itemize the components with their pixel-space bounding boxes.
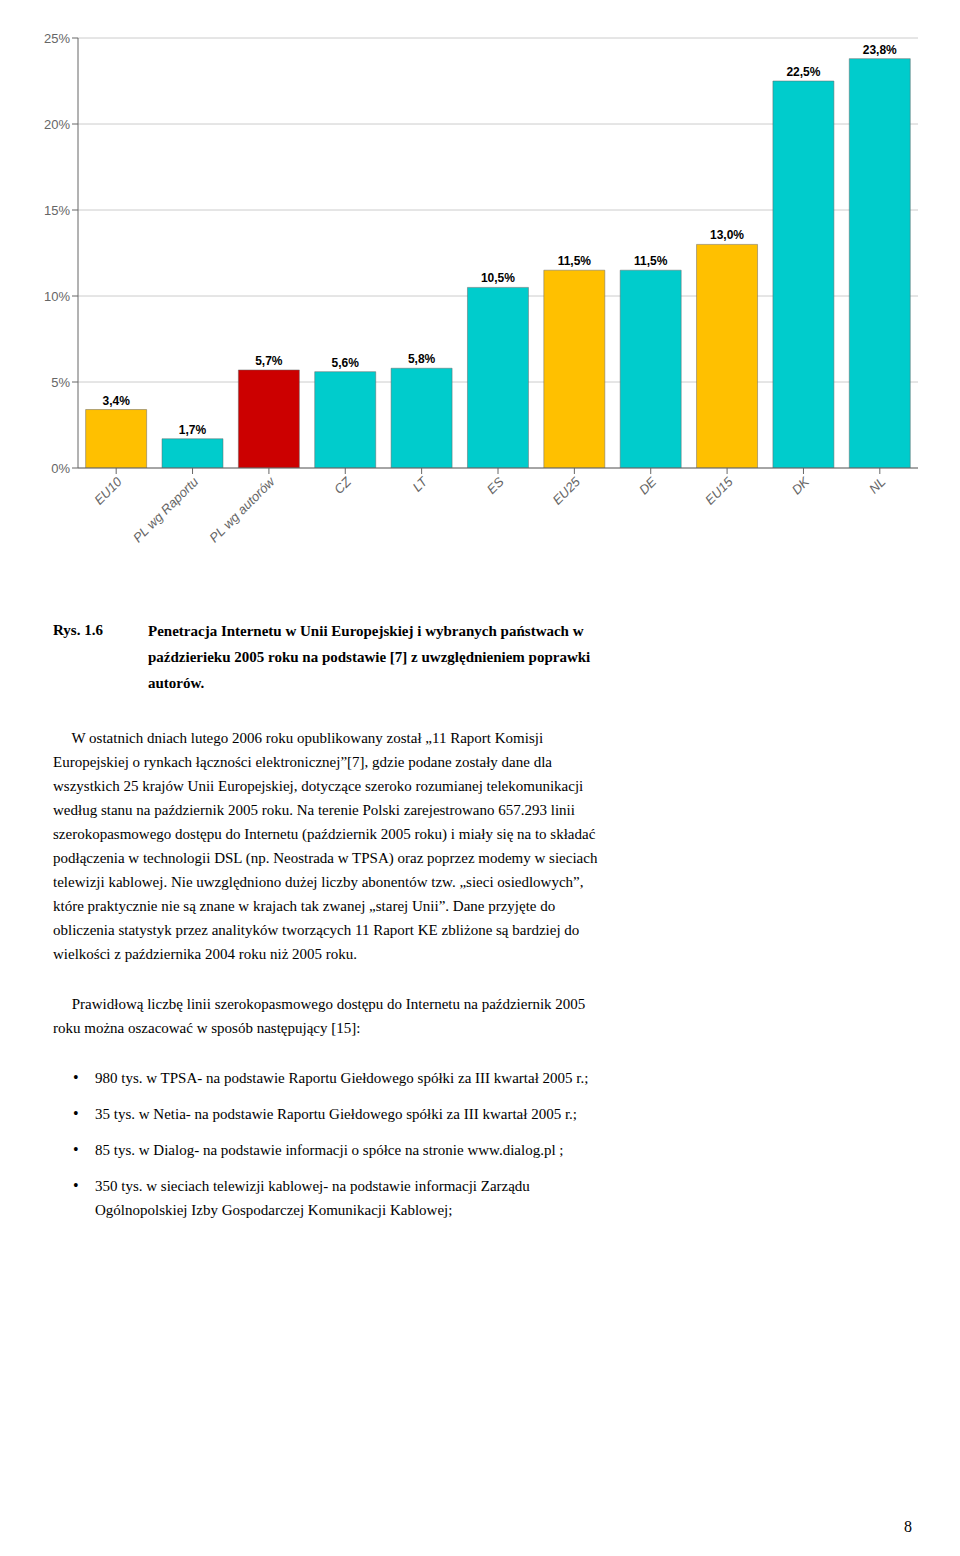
svg-text:11,5%: 11,5% [634, 254, 668, 268]
svg-text:ES: ES [484, 474, 507, 497]
html-text:85 tys. w Dialog- na podstawie: 85 tys. w Dialog- na podstawie informacj… [95, 1142, 564, 1158]
svg-text:LT: LT [410, 473, 431, 494]
html-text:paździerieku 2005 roku na pods: paździerieku 2005 roku na podstawie [7] … [148, 649, 591, 665]
svg-text:PL wg Raportu: PL wg Raportu [130, 474, 201, 545]
html-text:980 tys. w TPSA- na podstawie: 980 tys. w TPSA- na podstawie Raportu Gi… [95, 1070, 589, 1086]
html-text:350 tys. w sieciach telewizji: 350 tys. w sieciach telewizji kablowej- … [95, 1178, 530, 1194]
svg-text:20%: 20% [44, 117, 70, 132]
html-text:szerokopasmowego dostępu do In: szerokopasmowego dostępu do Internetu (p… [53, 826, 596, 842]
svg-text:11,5%: 11,5% [558, 254, 592, 268]
svg-text:3,4%: 3,4% [102, 394, 130, 408]
svg-text:5,7%: 5,7% [255, 354, 283, 368]
svg-text:5%: 5% [51, 375, 70, 390]
html-text:wszystkich 25 krajów Unii Euro: wszystkich 25 krajów Unii Europejskiej, … [53, 778, 584, 794]
svg-text:10%: 10% [44, 289, 70, 304]
html-text:8: 8 [904, 1518, 912, 1535]
svg-text:25%: 25% [44, 31, 70, 46]
svg-text:10,5%: 10,5% [481, 271, 515, 285]
svg-text:15%: 15% [44, 203, 70, 218]
svg-text:23,8%: 23,8% [863, 43, 897, 57]
html-text:Penetracja Internetu w Unii Eu: Penetracja Internetu w Unii Europejskiej… [148, 623, 584, 639]
html-text:roku można oszacować w sposób: roku można oszacować w sposób następując… [53, 1020, 361, 1036]
svg-text:1,7%: 1,7% [179, 423, 207, 437]
html-text:podłączenia w technologii DSL: podłączenia w technologii DSL (np. Neost… [53, 850, 598, 866]
svg-text:EU15: EU15 [702, 474, 736, 508]
svg-text:13,0%: 13,0% [710, 228, 744, 242]
svg-text:0%: 0% [51, 461, 70, 476]
svg-text:5,6%: 5,6% [332, 356, 360, 370]
svg-text:22,5%: 22,5% [786, 65, 820, 79]
html-text:obliczenia statystyk przez ana: obliczenia statystyk przez analityków tw… [53, 922, 580, 938]
svg-text:PL wg autorów: PL wg autorów [206, 473, 278, 545]
svg-text:DK: DK [789, 473, 813, 497]
svg-text:DE: DE [636, 474, 660, 498]
html-text:autorów.: autorów. [148, 675, 205, 691]
html-text:wielkości z października 2004: wielkości z października 2004 roku niż 2… [53, 946, 358, 962]
html-text:35 tys. w Netia- na podstawie: 35 tys. w Netia- na podstawie Raportu Gi… [95, 1106, 577, 1122]
svg-text:EU25: EU25 [549, 474, 583, 508]
html-text:Rys. 1.6: Rys. 1.6 [53, 622, 103, 638]
html-text:Prawidłową liczbę linii szerok: Prawidłową liczbę linii szerokopasmowego… [53, 996, 586, 1012]
svg-text:EU10: EU10 [91, 474, 125, 508]
html-text:W ostatnich dniach lutego 2006: W ostatnich dniach lutego 2006 roku opub… [53, 730, 544, 746]
svg-text:NL: NL [866, 474, 888, 496]
html-text:Ogólnopolskiej Izby Gospodarcz: Ogólnopolskiej Izby Gospodarczej Komunik… [95, 1202, 453, 1218]
html-text:Europejskiej o rynkach łącznoś: Europejskiej o rynkach łączności elektro… [53, 754, 552, 770]
svg-text:CZ: CZ [331, 473, 355, 497]
html-text:telewizji kablowej. Nie uwzglę: telewizji kablowej. Nie uwzględniono duż… [53, 874, 584, 890]
html-text:które praktycznie nie są znane: które praktycznie nie są znane w krajach… [53, 898, 556, 914]
html-text:według stanu na październik 20: według stanu na październik 2005 roku. N… [53, 802, 575, 818]
svg-text:5,8%: 5,8% [408, 352, 436, 366]
